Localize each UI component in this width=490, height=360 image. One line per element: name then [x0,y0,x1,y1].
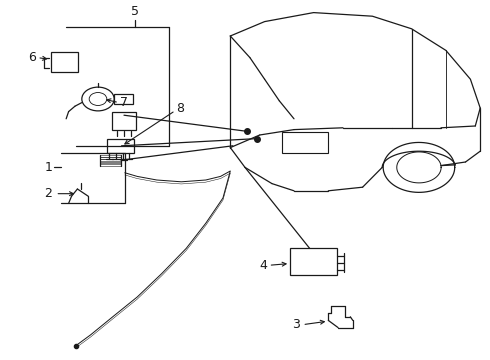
Bar [290,248,337,275]
Text: 3: 3 [293,318,300,331]
Text: 7: 7 [120,96,128,109]
Bar [100,164,121,166]
Bar [100,162,121,163]
Bar [100,155,121,157]
Text: 2: 2 [45,187,52,200]
Bar [282,132,328,153]
Bar [112,112,136,130]
Text: 6: 6 [28,51,36,64]
Text: 1: 1 [45,161,52,174]
Bar [100,157,121,159]
Text: 4: 4 [259,259,267,272]
Bar [51,52,78,72]
Text: 5: 5 [131,5,139,18]
Bar [100,159,121,161]
Bar [114,94,133,104]
Text: 8: 8 [176,102,184,114]
Bar [107,139,134,153]
